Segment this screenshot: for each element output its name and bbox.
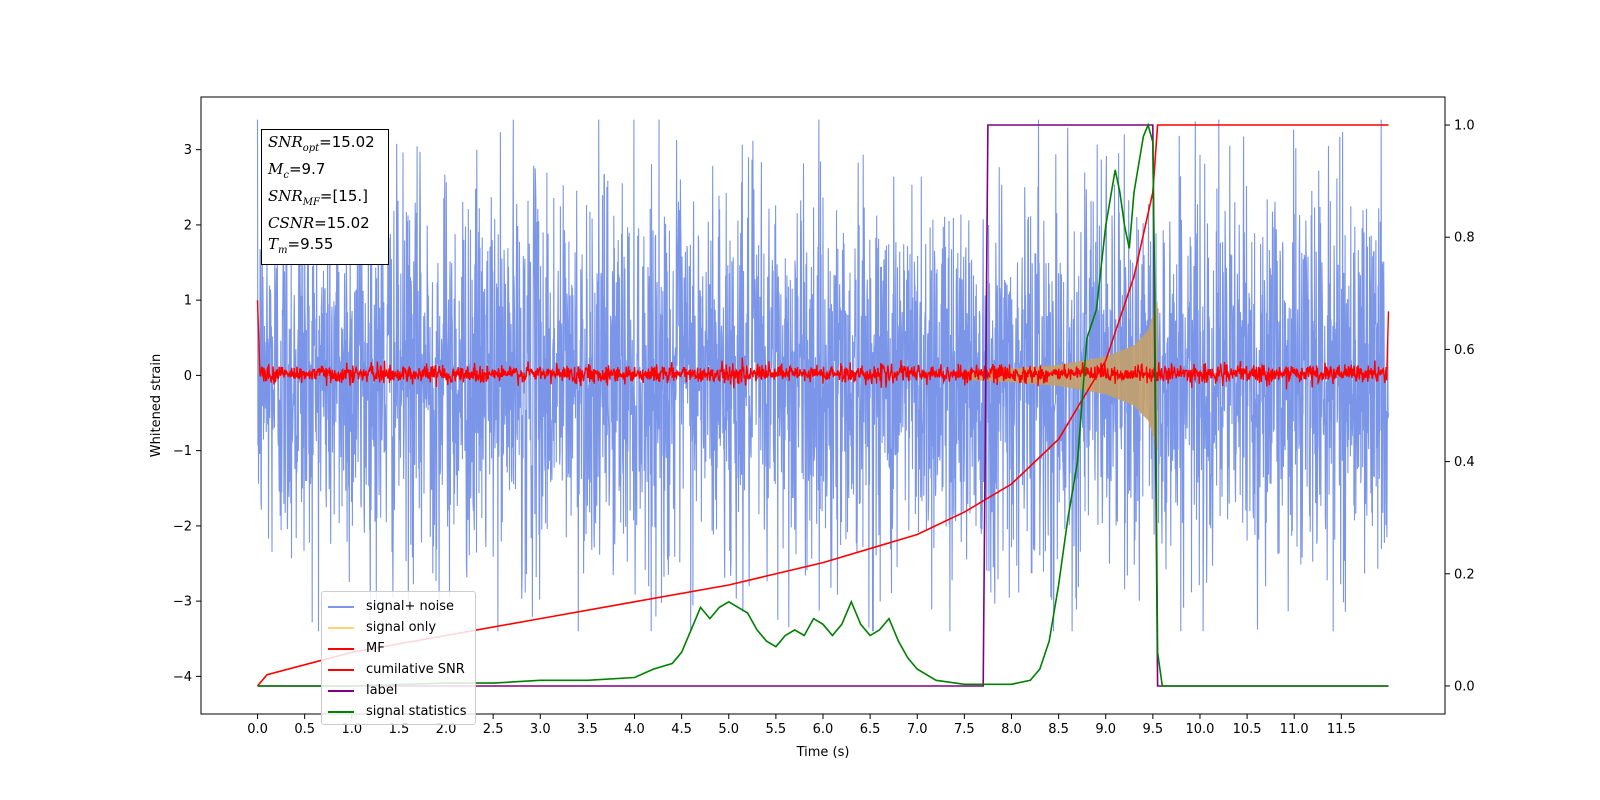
- y-tick-label: −2: [173, 519, 192, 534]
- x-tick-label: 2.0: [436, 722, 457, 737]
- y-tick-label: 3: [184, 143, 192, 158]
- x-tick-label: 2.5: [483, 722, 504, 737]
- x-tick-label: 3.5: [577, 722, 598, 737]
- tm-value: =9.55: [287, 235, 334, 253]
- x-tick-label: 11.0: [1280, 722, 1309, 737]
- legend-item-label: label: [328, 680, 469, 701]
- legend-item-cumulative-snr: cumilative SNR: [328, 659, 469, 680]
- annotation-snr-opt: SNRopt=15.02: [268, 133, 375, 154]
- y-tick-label: 1: [184, 294, 192, 309]
- x-tick-label: 10.0: [1185, 722, 1214, 737]
- series-signal-statistics-line: [257, 122, 1389, 687]
- y2-tick-label: 0.0: [1454, 679, 1475, 694]
- y2-tick-label: 0.4: [1454, 455, 1475, 470]
- annotation-tm: Tm=9.55: [268, 235, 334, 256]
- legend-item-signal-only: signal only: [328, 617, 469, 638]
- annotation-csnr: CSNR=15.02: [268, 214, 370, 232]
- snr-opt-value: =15.02: [319, 133, 375, 151]
- annotation-box: SNRopt=15.02 Mc=9.7 SNRMF=[15.] CSNR=15.…: [261, 129, 389, 265]
- x-tick-label: 7.0: [907, 722, 928, 737]
- mc-value: =9.7: [288, 160, 326, 178]
- legend-item-signal-statistics: signal statistics: [328, 701, 469, 722]
- axes: 0.0 0.5 1.0 1.5 2.0 2.5 3.0 3.5 4.0 4.5 5.0 5.5 6.0 6…: [149, 96, 1475, 760]
- y-tick-label: 2: [184, 218, 192, 233]
- x-tick-label: 0.5: [294, 722, 315, 737]
- x-tick-label: 1.5: [389, 722, 410, 737]
- legend-item-mf: MF: [328, 638, 469, 659]
- legend: signal+ noise signal only MF cumilative …: [321, 591, 476, 725]
- legend-label: cumilative SNR: [366, 662, 465, 677]
- x-tick-label: 6.5: [860, 722, 881, 737]
- csnr-value: =15.02: [314, 214, 370, 232]
- y2-tick-label: 1.0: [1454, 119, 1475, 134]
- legend-label: label: [366, 683, 398, 698]
- y2-tick-label: 0.8: [1454, 231, 1475, 246]
- x-tick-label: 10.5: [1233, 722, 1262, 737]
- x-tick-label: 11.5: [1327, 722, 1356, 737]
- legend-swatch-signal-only: [328, 626, 354, 629]
- y-tick-label: −3: [173, 595, 192, 610]
- x-tick-label: 4.5: [671, 722, 692, 737]
- legend-item-signal-noise: signal+ noise: [328, 596, 469, 617]
- y2-tick-label: 0.6: [1454, 343, 1475, 358]
- legend-label: MF: [366, 641, 385, 656]
- legend-label: signal statistics: [366, 704, 467, 719]
- x-tick-label: 5.5: [766, 722, 787, 737]
- x-tick-label: 8.5: [1048, 722, 1069, 737]
- x-tick-label: 9.5: [1143, 722, 1164, 737]
- x-tick-label: 3.0: [530, 722, 551, 737]
- legend-swatch-cumulative-snr: [328, 668, 354, 671]
- y2-tick-label: 0.2: [1454, 567, 1475, 582]
- annotation-snr-mf: SNRMF=[15.]: [268, 187, 369, 208]
- series-signal-noise-line: [256, 119, 1390, 632]
- legend-swatch-signal-statistics: [328, 710, 354, 713]
- x-tick-label: 0.0: [247, 722, 268, 737]
- y-tick-label: −4: [173, 670, 192, 685]
- x-tick-label: 8.0: [1001, 722, 1022, 737]
- series-mf-line: [256, 300, 1390, 390]
- legend-swatch-signal-noise: [328, 605, 354, 608]
- snr-mf-value: =[15.]: [319, 187, 369, 205]
- x-axis-label: Time (s): [796, 745, 850, 760]
- legend-swatch-label: [328, 689, 354, 692]
- y-tick-label: 0: [184, 369, 192, 384]
- legend-label: signal+ noise: [366, 599, 455, 614]
- x-tick-label: 1.0: [341, 722, 362, 737]
- y-tick-label: −1: [173, 444, 192, 459]
- legend-swatch-mf: [328, 647, 354, 650]
- legend-label: signal only: [366, 620, 437, 635]
- annotation-mc: Mc=9.7: [268, 160, 326, 181]
- x-tick-label: 7.5: [954, 722, 975, 737]
- x-tick-label: 5.0: [718, 722, 739, 737]
- x-tick-label: 4.0: [624, 722, 645, 737]
- y-axis-label: Whitened strain: [149, 354, 164, 457]
- x-tick-label: 6.0: [813, 722, 834, 737]
- x-tick-label: 9.0: [1095, 722, 1116, 737]
